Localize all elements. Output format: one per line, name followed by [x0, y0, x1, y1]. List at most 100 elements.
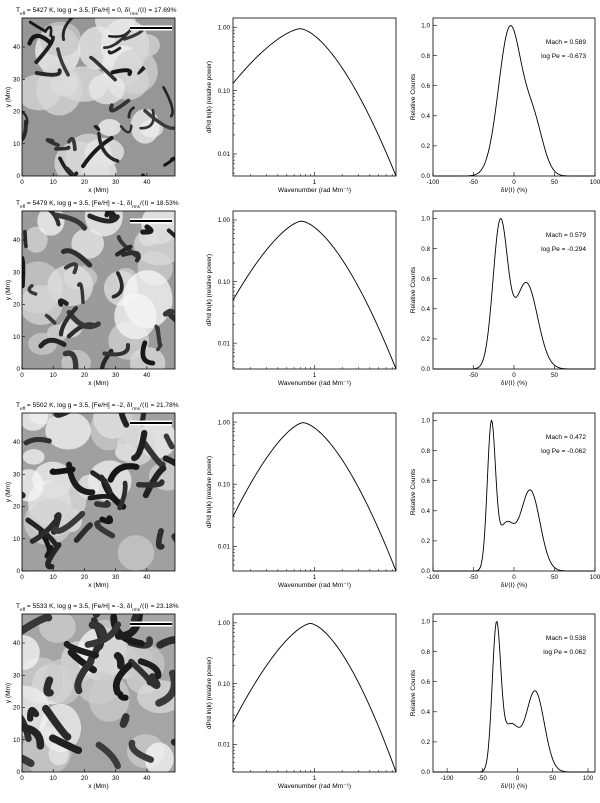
y-axis-label: y (Mm) [5, 482, 12, 503]
histogram-frame [432, 613, 596, 773]
y-tick-label: 0.01 [218, 742, 231, 749]
granulation-panel: Teff = 5502 K, log g = 3.5, [Fe/H] = -2,… [5, 401, 179, 589]
y-axis-label: y (Mm) [5, 683, 12, 704]
y-axis-label: dP/d ln(k) (relative power) [206, 254, 213, 326]
spectrum-curve [232, 220, 397, 370]
granulation-image [22, 413, 175, 571]
x-axis-label: δI/⟨I⟩ (%) [501, 379, 527, 387]
y-tick-label: 0.8 [421, 448, 430, 455]
x-tick-label: 0 [20, 775, 24, 782]
intensity-histogram-panel: -50 0 50 0.0 0.2 0.4 0.6 0.8 1.0 Mach = 0.579 log … [410, 210, 596, 387]
y-tick-label: 0.10 [218, 681, 231, 688]
y-tick-label: 0.01 [218, 340, 231, 347]
spectrum-curve [232, 28, 397, 177]
y-axis-label: Relative Counts [410, 468, 417, 515]
y-tick-label: 0.0 [421, 769, 430, 776]
peclet-label: log Pe = -0.294 [541, 246, 586, 253]
y-tick-label: 1.0 [421, 216, 430, 223]
y-tick-label: 0 [16, 769, 20, 776]
x-tick-label: 100 [590, 179, 600, 186]
x-tick-label: 100 [590, 574, 600, 581]
y-axis-label: dP/d ln(k) (relative power) [206, 657, 213, 729]
y-axis-label: Relative Counts [410, 266, 417, 313]
y-tick-label: 1.00 [218, 217, 231, 224]
y-tick-label: 0.6 [421, 478, 430, 485]
x-tick-label: 0 [20, 372, 24, 379]
x-tick-label: 50 [551, 372, 559, 379]
x-axis-label: Wavenumber (rad Mm⁻¹) [278, 187, 351, 194]
y-tick-label: 0.6 [421, 679, 430, 686]
y-tick-label: 20 [13, 504, 21, 511]
x-tick-label: 50 [549, 775, 557, 782]
intensity-histogram-panel: -100 -50 0 50 100 0.0 0.2 0.4 0.6 0.8 1.0 Mach = 0.… [410, 613, 596, 790]
peclet-label: log Pe = 0.062 [543, 649, 586, 656]
y-tick-label: 0.01 [218, 543, 231, 550]
y-tick-label: 40 [13, 640, 21, 647]
x-tick-label: 10 [50, 775, 58, 782]
x-tick-label: 1 [313, 574, 317, 581]
x-tick-label: 30 [112, 372, 120, 379]
y-tick-label: 40 [13, 439, 21, 446]
y-tick-label: 10 [13, 737, 21, 744]
image-frame [21, 412, 176, 572]
x-tick-label: 40 [143, 775, 151, 782]
y-tick-label: 0.4 [421, 113, 430, 120]
y-tick-label: 20 [13, 109, 21, 116]
x-axis-label: δI/⟨I⟩ (%) [501, 782, 527, 790]
x-tick-label: 50 [551, 179, 559, 186]
x-tick-label: 1 [313, 179, 317, 186]
mach-label: Mach = 0.472 [546, 434, 586, 441]
y-tick-label: 1.00 [218, 419, 231, 426]
histogram-curve [433, 620, 595, 773]
x-axis-label: Wavenumber (rad Mm⁻¹) [278, 582, 351, 589]
y-tick-label: 0.8 [421, 53, 430, 60]
y-tick-label: 1.00 [218, 24, 231, 31]
x-tick-label: 40 [143, 574, 151, 581]
y-tick-label: 0.8 [421, 246, 430, 253]
x-tick-label: 50 [551, 574, 559, 581]
scale-bar [130, 422, 172, 424]
x-tick-label: 20 [81, 574, 89, 581]
y-tick-label: 10 [13, 141, 21, 148]
x-tick-label: 0 [20, 179, 24, 186]
y-tick-label: 30 [13, 672, 21, 679]
y-tick-label: 0.4 [421, 306, 430, 313]
y-tick-label: 0.0 [421, 173, 430, 180]
x-tick-label: 30 [112, 179, 120, 186]
y-tick-label: 20 [13, 705, 21, 712]
intensity-histogram-panel: -100 -50 0 50 100 0.0 0.2 0.4 0.6 0.8 1.0 Mach = 0.… [410, 412, 600, 589]
y-tick-label: 30 [13, 269, 21, 276]
x-tick-label: 0 [512, 574, 516, 581]
image-frame [21, 210, 176, 370]
y-tick-label: 0 [16, 568, 20, 575]
y-tick-label: 0.4 [421, 508, 430, 515]
y-tick-label: 0 [16, 173, 20, 180]
panel-title: Teff = 5502 K, log g = 3.5, [Fe/H] = -2,… [16, 401, 179, 411]
y-tick-label: 0.2 [421, 336, 430, 343]
spectrum-curve [232, 622, 397, 773]
x-axis-label: x (Mm) [88, 783, 109, 790]
mach-label: Mach = 0.589 [546, 39, 586, 46]
y-tick-label: 0.01 [218, 151, 231, 158]
y-tick-label: 0.4 [421, 709, 430, 716]
y-tick-label: 0.0 [421, 568, 430, 575]
peclet-label: log Pe = -0.673 [541, 53, 586, 60]
scale-bar [130, 623, 172, 625]
x-tick-label: 20 [81, 372, 89, 379]
x-tick-label: 40 [143, 372, 151, 379]
x-tick-label: 10 [50, 372, 58, 379]
y-tick-label: 0.6 [421, 276, 430, 283]
y-tick-label: 1.0 [421, 418, 430, 425]
y-tick-label: 0.2 [421, 143, 430, 150]
panel-title: Teff = 5533 K, log g = 3.5, [Fe/H] = -3,… [16, 602, 179, 612]
y-tick-label: 0.2 [421, 739, 430, 746]
granulation-panel: Teff = 5479 K, log g = 3.5, [Fe/H] = -1,… [5, 199, 179, 387]
granulation-image [22, 614, 175, 772]
y-tick-label: 10 [13, 536, 21, 543]
y-axis-label: dP/d ln(k) (relative power) [206, 456, 213, 528]
x-tick-label: 20 [81, 179, 89, 186]
x-tick-label: 0 [512, 372, 516, 379]
